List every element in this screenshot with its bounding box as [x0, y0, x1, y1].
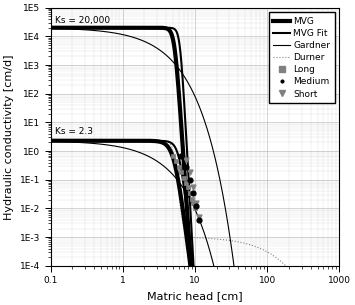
Point: [176, 164, 182, 169]
Point: [189, 196, 195, 201]
Point: [193, 204, 199, 209]
Point: [179, 170, 184, 175]
Point: [192, 206, 198, 211]
Point: [187, 177, 193, 182]
Point: [196, 215, 202, 220]
Point: [183, 180, 189, 185]
Point: [183, 164, 189, 169]
Point: [170, 153, 176, 158]
X-axis label: Matric head [cm]: Matric head [cm]: [147, 291, 243, 301]
Point: [173, 159, 179, 163]
Point: [187, 170, 193, 175]
Y-axis label: Hydraulic conductivity [cm/d]: Hydraulic conductivity [cm/d]: [4, 54, 14, 220]
Point: [179, 154, 184, 159]
Point: [185, 185, 191, 190]
Point: [183, 157, 189, 162]
Point: [191, 201, 196, 206]
Point: [196, 217, 202, 222]
Point: [181, 175, 187, 180]
Point: [191, 190, 196, 195]
Point: [187, 190, 193, 195]
Text: Ks = 2.3: Ks = 2.3: [55, 127, 93, 135]
Legend: MVG, MVG Fit, Gardner, Durner, Long, Medium, Short: MVG, MVG Fit, Gardner, Durner, Long, Med…: [269, 12, 335, 103]
Point: [193, 200, 199, 205]
Text: Ks = 20,000: Ks = 20,000: [55, 16, 110, 25]
Point: [191, 185, 196, 190]
